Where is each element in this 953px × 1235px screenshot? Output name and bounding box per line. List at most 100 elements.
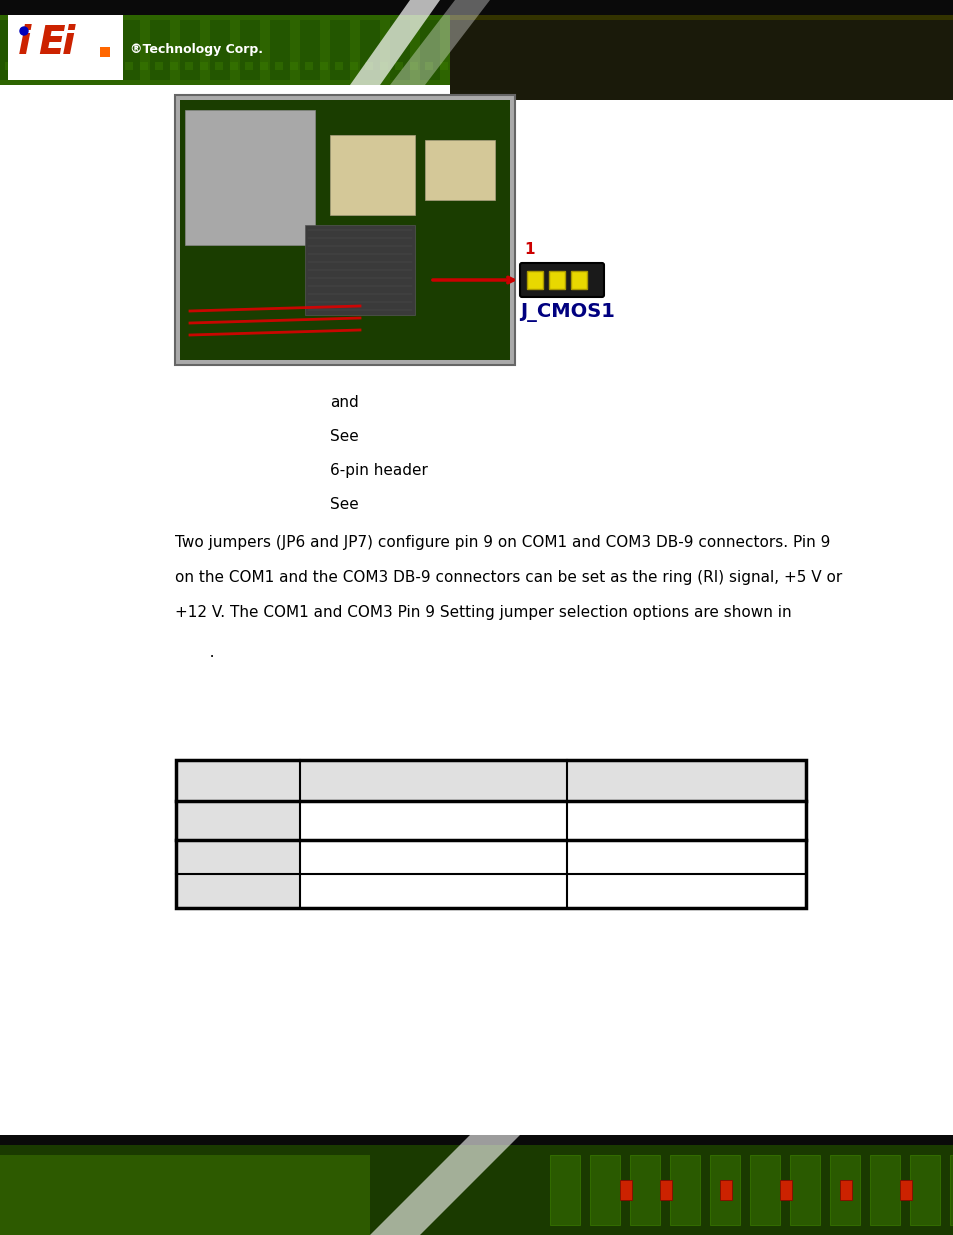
Bar <box>330 135 415 215</box>
Bar <box>619 1179 631 1200</box>
Bar <box>305 225 415 315</box>
Bar <box>909 1155 939 1225</box>
Bar <box>0 1135 953 1145</box>
Bar <box>80 62 88 70</box>
Bar <box>154 62 163 70</box>
Bar <box>589 1155 619 1225</box>
Bar <box>335 62 343 70</box>
Bar <box>260 62 268 70</box>
Bar <box>274 62 283 70</box>
Text: See: See <box>330 429 358 445</box>
Bar <box>330 20 350 80</box>
Bar <box>180 100 510 359</box>
Bar <box>390 20 410 80</box>
Bar <box>829 1155 859 1225</box>
Text: i: i <box>18 23 31 62</box>
Bar <box>949 1155 953 1225</box>
Bar <box>240 20 260 80</box>
Text: ®Technology Corp.: ®Technology Corp. <box>130 43 263 57</box>
Bar <box>175 760 299 802</box>
Text: E: E <box>38 23 65 62</box>
Bar <box>174 95 515 366</box>
Bar <box>185 62 193 70</box>
Bar <box>780 1179 791 1200</box>
Bar <box>669 1155 700 1225</box>
Bar <box>0 1155 370 1235</box>
Bar <box>30 20 50 80</box>
Bar <box>175 874 299 908</box>
Polygon shape <box>370 1135 519 1235</box>
Bar <box>299 20 319 80</box>
Bar <box>840 1179 851 1200</box>
Bar <box>365 62 373 70</box>
Bar <box>200 62 208 70</box>
Bar <box>95 62 103 70</box>
Bar <box>299 760 566 802</box>
Bar <box>230 62 237 70</box>
Bar <box>319 62 328 70</box>
Bar <box>571 270 586 289</box>
Bar <box>450 15 953 100</box>
Bar <box>175 840 299 874</box>
Bar <box>60 20 80 80</box>
Text: on the COM1 and the COM3 DB-9 connectors can be set as the ring (RI) signal, +5 : on the COM1 and the COM3 DB-9 connectors… <box>174 571 841 585</box>
Bar <box>0 15 953 85</box>
Bar <box>424 140 495 200</box>
Bar <box>175 802 299 840</box>
Bar <box>789 1155 820 1225</box>
Text: 1: 1 <box>523 242 534 257</box>
Text: See: See <box>330 496 358 513</box>
Bar <box>150 20 170 80</box>
Bar <box>439 62 448 70</box>
Bar <box>65 62 73 70</box>
Bar <box>175 760 805 908</box>
Text: and: and <box>330 395 358 410</box>
Bar <box>120 20 140 80</box>
Bar <box>305 62 313 70</box>
Bar <box>0 0 953 15</box>
Bar <box>214 62 223 70</box>
Bar <box>0 20 20 80</box>
Bar <box>419 20 439 80</box>
Bar <box>50 62 58 70</box>
Bar <box>899 1179 911 1200</box>
Bar <box>125 62 132 70</box>
Bar <box>566 760 805 802</box>
Circle shape <box>20 27 28 35</box>
Text: J_CMOS1: J_CMOS1 <box>519 303 615 322</box>
Bar <box>350 62 357 70</box>
Bar <box>749 1155 780 1225</box>
Bar <box>210 20 230 80</box>
Bar <box>659 1179 671 1200</box>
Bar <box>110 62 118 70</box>
Text: .: . <box>194 645 214 659</box>
Bar <box>550 1155 579 1225</box>
Bar <box>869 1155 899 1225</box>
Bar <box>290 62 297 70</box>
Bar <box>90 20 110 80</box>
Bar <box>140 62 148 70</box>
Bar <box>424 62 433 70</box>
Bar <box>395 62 402 70</box>
Bar <box>20 62 28 70</box>
Bar <box>185 110 314 245</box>
Bar <box>450 15 953 20</box>
Text: +12 V. The COM1 and COM3 Pin 9 Setting jumper selection options are shown in: +12 V. The COM1 and COM3 Pin 9 Setting j… <box>174 605 791 620</box>
FancyBboxPatch shape <box>519 263 603 296</box>
Bar <box>35 62 43 70</box>
Text: Two jumpers (JP6 and JP7) configure pin 9 on COM1 and COM3 DB-9 connectors. Pin : Two jumpers (JP6 and JP7) configure pin … <box>174 535 829 550</box>
Bar <box>410 62 417 70</box>
Polygon shape <box>350 0 439 85</box>
Bar <box>548 270 564 289</box>
Text: 6-pin header: 6-pin header <box>330 463 428 478</box>
Bar <box>245 62 253 70</box>
Bar <box>629 1155 659 1225</box>
Bar <box>0 1135 953 1235</box>
Bar <box>709 1155 740 1225</box>
Bar <box>270 20 290 80</box>
Bar <box>100 47 110 57</box>
Bar <box>720 1179 731 1200</box>
Bar <box>379 62 388 70</box>
Bar <box>8 15 123 80</box>
Text: i: i <box>62 23 75 62</box>
